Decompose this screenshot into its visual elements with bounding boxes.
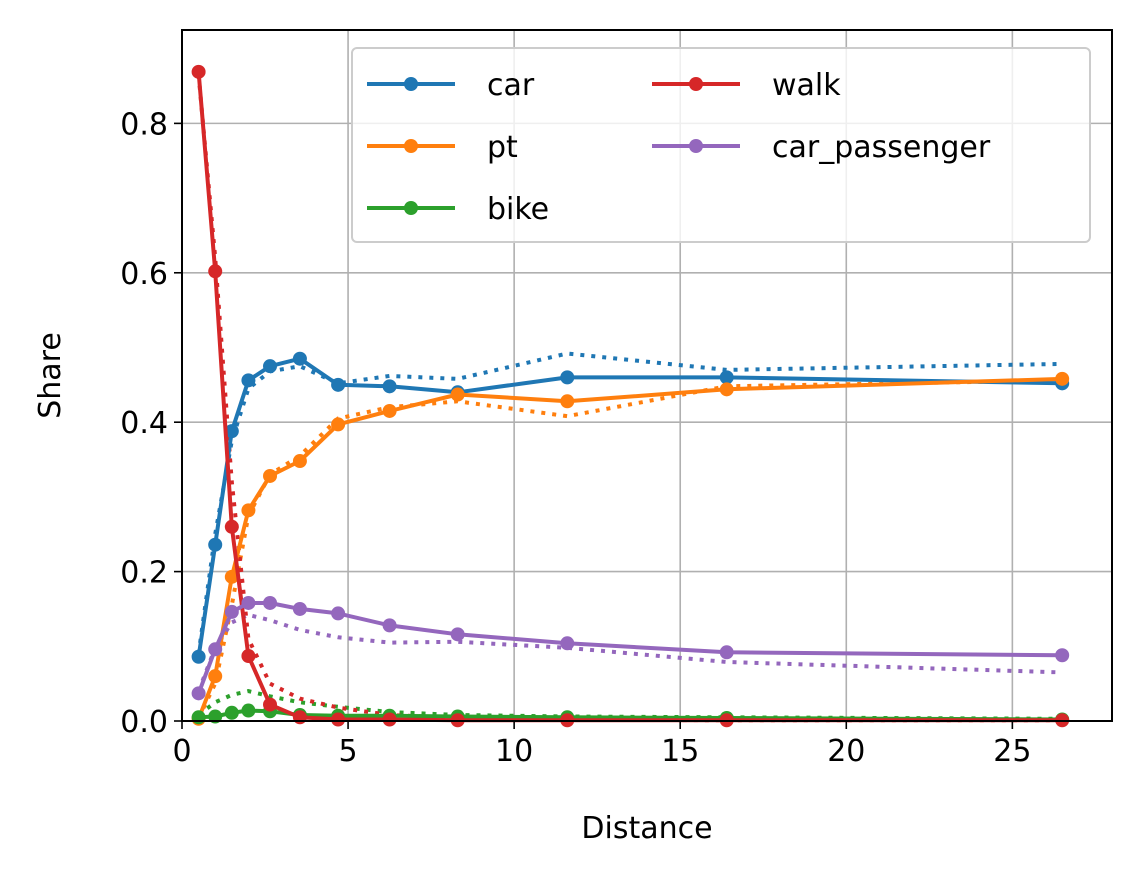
data-point-walk	[292, 710, 307, 725]
data-point-car	[241, 373, 256, 388]
x-tick-label: 15	[661, 734, 699, 769]
data-point-car_passenger	[191, 686, 206, 701]
data-point-car	[560, 370, 575, 385]
data-point-walk	[382, 712, 397, 727]
data-point-pt	[560, 394, 575, 409]
data-point-bike	[191, 710, 206, 725]
data-point-pt	[382, 403, 397, 418]
y-axis: 0.0 0.2 0.4 0.6 0.8	[120, 107, 182, 740]
y-tick-label: 0.2	[120, 556, 168, 591]
series-line-car	[196, 356, 1063, 658]
x-axis-label: Distance	[581, 811, 712, 846]
legend: car pt bike walk car_passenger	[351, 47, 1091, 243]
data-point-car_passenger	[450, 627, 465, 642]
data-point-car_passenger	[719, 645, 734, 660]
data-point-bike	[224, 705, 239, 720]
data-point-car	[331, 377, 346, 392]
data-point-pt	[719, 382, 734, 397]
legend-label-car: car	[487, 68, 535, 103]
data-point-pt	[292, 454, 307, 469]
data-point-walk	[208, 264, 223, 279]
data-point-pt	[1055, 371, 1070, 386]
data-point-walk	[263, 697, 278, 712]
data-point-pt	[263, 468, 278, 483]
x-tick-label: 20	[827, 734, 865, 769]
data-point-car_passenger	[224, 604, 239, 619]
y-tick-label: 0.8	[120, 107, 168, 142]
data-point-car_passenger	[208, 642, 223, 657]
legend-label-bike: bike	[487, 192, 549, 227]
data-point-car_passenger	[292, 601, 307, 616]
y-tick-label: 0.4	[120, 406, 168, 441]
data-point-car_passenger	[331, 606, 346, 621]
data-point-walk	[241, 649, 256, 664]
data-point-walk	[224, 519, 239, 534]
y-axis-label: Share	[33, 332, 68, 419]
plot-frame	[181, 29, 1113, 722]
x-tick-label: 0	[172, 734, 191, 769]
legend-label-car_passenger: car_passenger	[772, 130, 991, 165]
legend-label-pt: pt	[487, 130, 518, 165]
y-tick-label: 0.6	[120, 257, 168, 292]
legend-marker-car_passenger	[689, 139, 703, 153]
data-point-car_passenger	[560, 636, 575, 651]
data-point-pt	[208, 669, 223, 684]
data-point-car	[719, 370, 734, 385]
data-point-car	[191, 649, 206, 664]
data-point-car_passenger	[263, 595, 278, 610]
series-line-pt	[196, 376, 1063, 720]
data-point-car_passenger	[382, 618, 397, 633]
data-point-car	[263, 359, 278, 374]
legend-marker-car	[404, 77, 418, 91]
data-point-car	[224, 424, 239, 439]
series-reference-line-bike	[197, 689, 1063, 721]
data-point-car	[208, 537, 223, 552]
legend-marker-walk	[689, 77, 703, 91]
series-layer	[191, 64, 1070, 728]
x-tick-label: 10	[495, 734, 533, 769]
legend-marker-pt	[404, 139, 418, 153]
data-point-pt	[450, 387, 465, 402]
data-point-pt	[224, 569, 239, 584]
legend-label-walk: walk	[772, 68, 841, 103]
x-tick-label: 5	[339, 734, 358, 769]
data-point-pt	[331, 417, 346, 432]
data-point-pt	[241, 503, 256, 518]
data-point-walk	[331, 712, 346, 727]
series-reference-line-car_passenger	[196, 612, 1063, 692]
data-point-car	[292, 351, 307, 366]
x-axis: 0 5 10 15 20 25	[172, 721, 1031, 769]
data-point-car_passenger	[241, 595, 256, 610]
y-tick-label: 0.0	[120, 705, 168, 740]
data-point-car_passenger	[1055, 648, 1070, 663]
data-point-bike	[241, 703, 256, 718]
legend-marker-bike	[404, 201, 418, 215]
data-point-walk	[191, 64, 206, 79]
data-point-car	[382, 379, 397, 394]
x-tick-label: 25	[993, 734, 1031, 769]
